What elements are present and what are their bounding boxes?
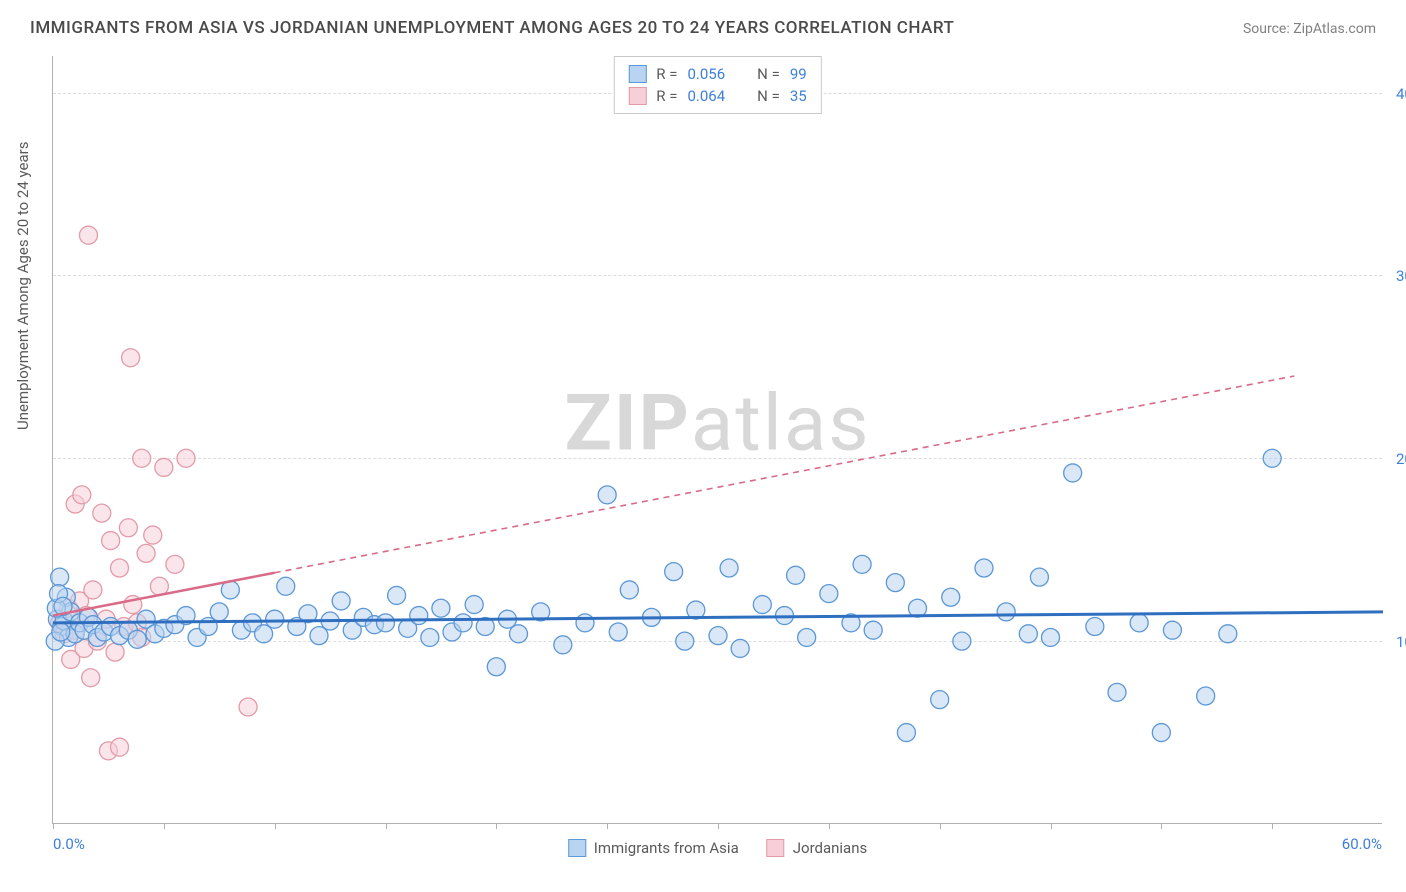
legend-stats-row-1: R = 0.056 N = 99 — [628, 63, 806, 85]
x-axis-max-label: 60.0% — [1342, 835, 1382, 853]
legend-item-asia: Immigrants from Asia — [568, 839, 739, 857]
y-axis-title: Unemployment Among Ages 20 to 24 years — [14, 142, 32, 430]
y-tick-label: 10.0% — [1388, 633, 1406, 651]
legend-stats-row-2: R = 0.064 N = 35 — [628, 85, 806, 107]
y-tick-label: 30.0% — [1388, 267, 1406, 285]
chart-plot-area: 10.0%20.0%30.0%40.0% ZIPatlas R = 0.056 … — [52, 56, 1382, 824]
source-label: Source: ZipAtlas.com — [1243, 21, 1376, 37]
legend-series: Immigrants from Asia Jordanians — [568, 839, 868, 857]
x-axis-min-label: 0.0% — [53, 835, 85, 853]
legend-swatch-blue-icon — [568, 839, 586, 857]
legend-swatch-pink-icon — [767, 839, 785, 857]
chart-title: IMMIGRANTS FROM ASIA VS JORDANIAN UNEMPL… — [30, 18, 954, 38]
legend-stats: R = 0.056 N = 99 R = 0.064 N = 35 — [613, 56, 821, 114]
legend-swatch-blue — [628, 65, 646, 83]
legend-swatch-pink — [628, 87, 646, 105]
scatter-plot — [53, 56, 1382, 823]
y-tick-label: 40.0% — [1388, 85, 1406, 103]
y-tick-label: 20.0% — [1388, 450, 1406, 468]
legend-item-jordanians: Jordanians — [767, 839, 868, 857]
